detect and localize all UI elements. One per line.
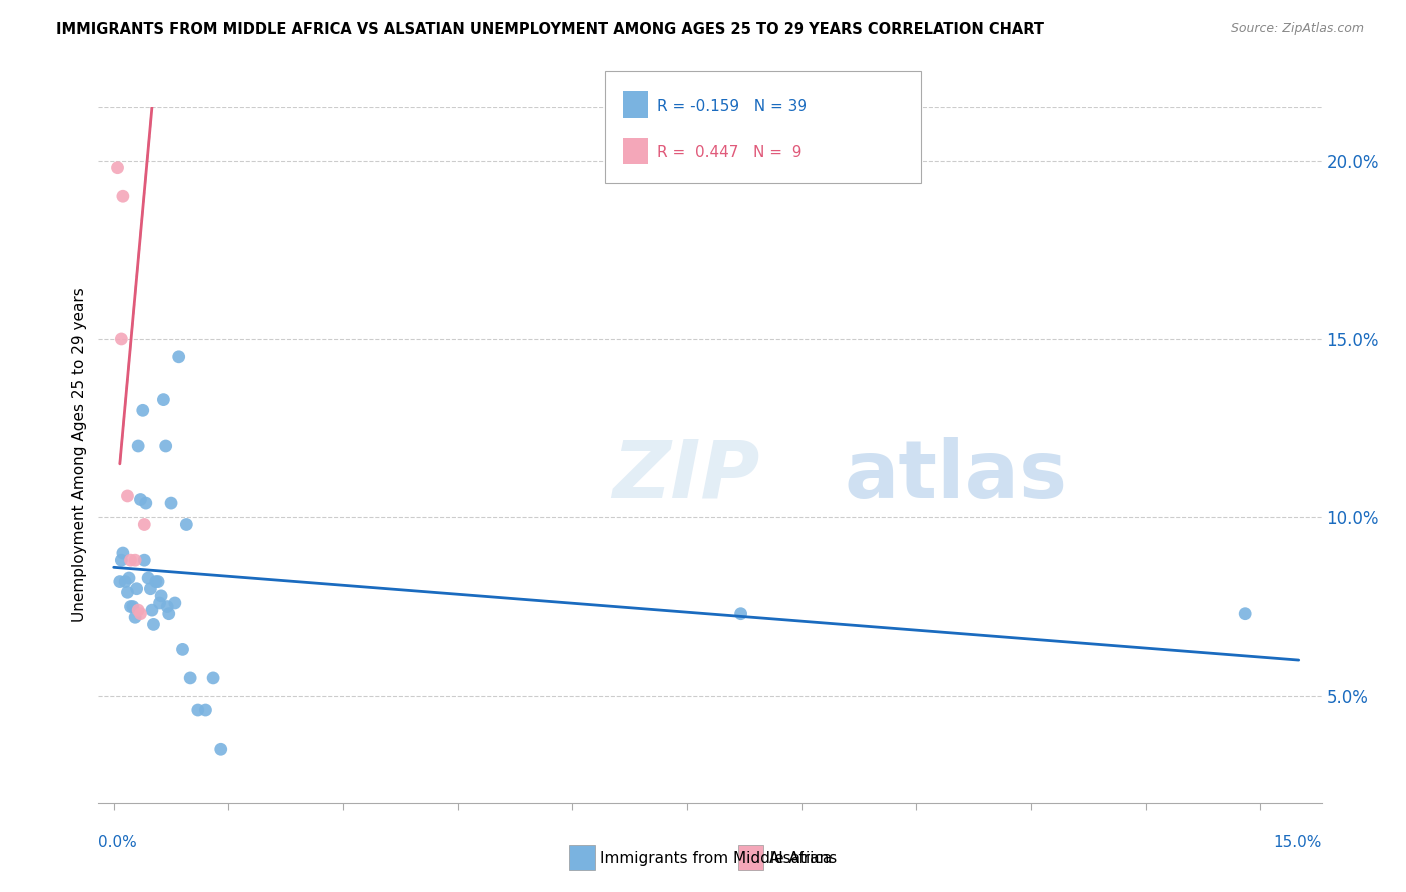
Point <box>111 546 134 560</box>
Point <box>194 703 217 717</box>
Point <box>139 582 162 596</box>
Text: ZIP: ZIP <box>612 437 759 515</box>
Text: 0.0%: 0.0% <box>98 836 138 850</box>
Point <box>172 642 194 657</box>
Text: R = -0.159   N = 39: R = -0.159 N = 39 <box>657 99 807 114</box>
Point <box>160 496 183 510</box>
Point <box>134 553 156 567</box>
Point <box>134 517 156 532</box>
Point <box>145 574 167 589</box>
Point <box>120 553 142 567</box>
Text: IMMIGRANTS FROM MIDDLE AFRICA VS ALSATIAN UNEMPLOYMENT AMONG AGES 25 TO 29 YEARS: IMMIGRANTS FROM MIDDLE AFRICA VS ALSATIA… <box>56 22 1045 37</box>
Point <box>157 607 180 621</box>
Point <box>107 161 129 175</box>
Point <box>202 671 225 685</box>
Point <box>152 392 174 407</box>
Point <box>129 607 152 621</box>
Point <box>149 596 172 610</box>
Point <box>124 553 146 567</box>
Y-axis label: Unemployment Among Ages 25 to 29 years: Unemployment Among Ages 25 to 29 years <box>72 287 87 623</box>
Point <box>124 610 146 624</box>
Point <box>142 617 165 632</box>
Point <box>114 574 136 589</box>
Point <box>117 585 139 599</box>
Point <box>117 489 139 503</box>
Point <box>146 574 169 589</box>
Point <box>132 403 155 417</box>
Point <box>156 599 179 614</box>
Point <box>108 574 131 589</box>
Point <box>110 553 132 567</box>
Text: 15.0%: 15.0% <box>1274 836 1322 850</box>
Point <box>111 189 134 203</box>
Point <box>1234 607 1257 621</box>
Point <box>730 607 752 621</box>
Point <box>127 603 149 617</box>
Text: Alsatians: Alsatians <box>769 851 838 865</box>
Point <box>121 599 143 614</box>
Point <box>176 517 198 532</box>
Point <box>120 599 142 614</box>
Point <box>167 350 190 364</box>
Text: Source: ZipAtlas.com: Source: ZipAtlas.com <box>1230 22 1364 36</box>
Point <box>187 703 209 717</box>
Point <box>155 439 177 453</box>
Point <box>129 492 152 507</box>
Text: atlas: atlas <box>845 437 1067 515</box>
Point <box>118 571 141 585</box>
Text: Immigrants from Middle Africa: Immigrants from Middle Africa <box>600 851 832 865</box>
Point <box>127 439 149 453</box>
Point <box>209 742 232 756</box>
Point <box>179 671 201 685</box>
Point <box>125 582 148 596</box>
Text: R =  0.447   N =  9: R = 0.447 N = 9 <box>657 145 801 161</box>
Point <box>150 589 173 603</box>
Point <box>135 496 157 510</box>
Point <box>163 596 186 610</box>
Point <box>136 571 159 585</box>
Point <box>110 332 132 346</box>
Point <box>141 603 163 617</box>
